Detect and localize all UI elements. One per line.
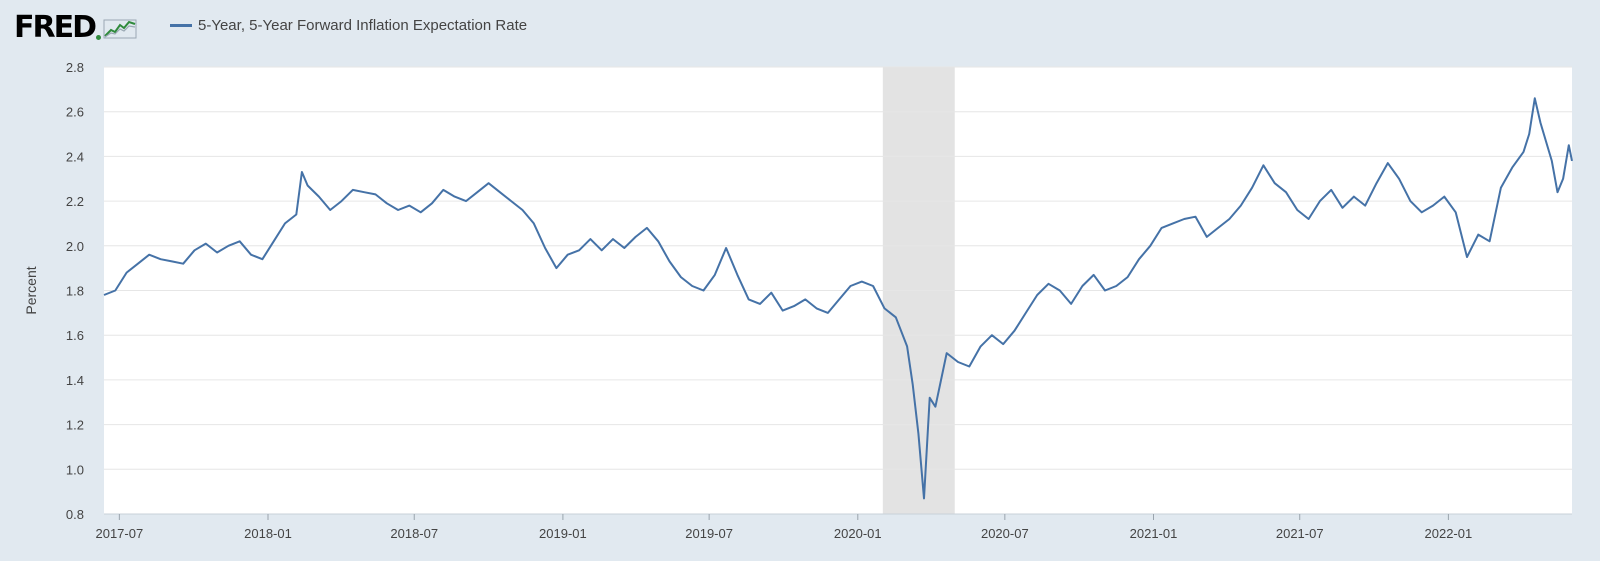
fred-logo-text: FRED — [14, 10, 97, 45]
chart-legend[interactable]: 5-Year, 5-Year Forward Inflation Expecta… — [170, 17, 527, 34]
x-tick-label: 2018-01 — [244, 526, 292, 541]
y-axis: 0.8 1.0 1.2 1.4 1.6 1.8 2.0 2.2 2.4 2.6 2.8 — [66, 60, 84, 522]
x-tick-label: 2018-07 — [390, 526, 438, 541]
y-tick-label: 0.8 — [66, 507, 84, 522]
y-tick-label: 2.0 — [66, 239, 84, 254]
series-line[interactable] — [103, 97, 1573, 500]
series-layer — [103, 97, 1573, 500]
y-tick-label: 2.8 — [66, 60, 84, 75]
y-tick-label: 1.6 — [66, 328, 84, 343]
y-tick-label: 1.2 — [66, 418, 84, 433]
fred-logo[interactable]: FRED — [14, 10, 137, 46]
logo-dot-icon — [96, 34, 101, 40]
y-tick-label: 2.2 — [66, 194, 84, 209]
x-tick-label: 2021-01 — [1130, 526, 1178, 541]
y-tick-label: 1.0 — [66, 462, 84, 477]
x-tick-label: 2019-01 — [539, 526, 587, 541]
x-tick-label: 2019-07 — [685, 526, 733, 541]
trend-line-icon — [103, 19, 137, 39]
y-tick-label: 2.4 — [66, 149, 84, 164]
x-tick-label: 2020-01 — [834, 526, 882, 541]
y-tick-label: 1.8 — [66, 284, 84, 299]
y-tick-label: 1.4 — [66, 373, 84, 388]
legend-label: 5-Year, 5-Year Forward Inflation Expecta… — [198, 17, 528, 34]
y-tick-label: 2.6 — [66, 105, 84, 120]
y-axis-title: Percent — [23, 266, 39, 314]
x-tick-label: 2022-01 — [1425, 526, 1473, 541]
x-tick-label: 2017-07 — [95, 526, 143, 541]
grid-layer — [104, 66, 1572, 515]
x-axis: 2017-07 2018-01 2018-07 2019-01 2019-07 2020-… — [95, 513, 1572, 541]
x-tick-label: 2021-07 — [1276, 526, 1324, 541]
x-tick-label: 2020-07 — [981, 526, 1029, 541]
legend-swatch — [170, 24, 192, 27]
